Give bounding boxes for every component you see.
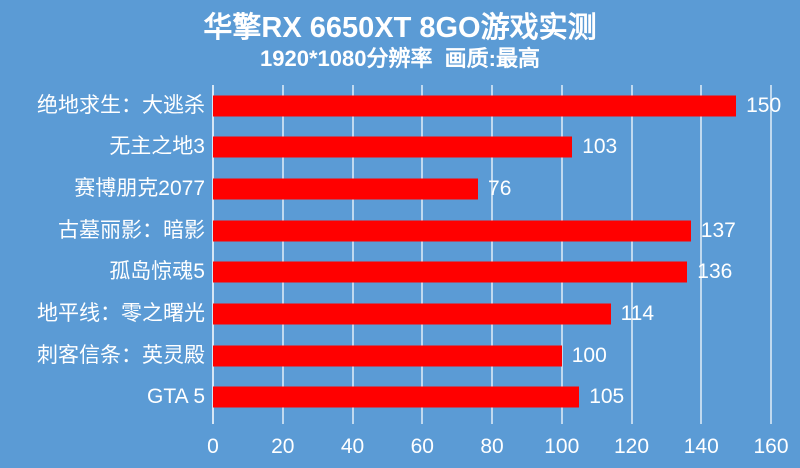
value-label: 103 xyxy=(582,135,618,159)
bar xyxy=(213,220,691,242)
category-label: 无主之地3 xyxy=(109,135,205,159)
value-label: 136 xyxy=(697,260,733,284)
value-label: 100 xyxy=(571,343,607,367)
x-tick-label: 40 xyxy=(340,435,365,458)
gridline xyxy=(700,85,703,424)
chart-row: 刺客信条：英灵殿 100 xyxy=(0,335,800,377)
x-tick-label: 80 xyxy=(480,435,504,458)
value-label: 137 xyxy=(700,218,736,242)
x-tick-label: 0 xyxy=(207,435,219,458)
chart-row: 地平线：零之曙光 114 xyxy=(0,293,800,335)
gridline xyxy=(491,85,493,424)
bar xyxy=(213,95,737,117)
x-tick-label: 20 xyxy=(271,435,295,458)
chart-row: 孤岛惊魂5 136 xyxy=(0,252,800,294)
chart-row: 赛博朋克2077 76 xyxy=(0,168,800,210)
chart-row: GTA 5 105 xyxy=(0,376,800,418)
bar xyxy=(213,261,688,283)
x-tick-label: 120 xyxy=(613,435,650,458)
chart-row: 古墓丽影：暗影 137 xyxy=(0,210,800,252)
x-tick-label: 100 xyxy=(544,435,580,458)
category-label: GTA 5 xyxy=(147,385,205,409)
category-label: 地平线：零之曙光 xyxy=(37,301,205,325)
value-label: 76 xyxy=(488,177,512,201)
plot-area xyxy=(212,85,772,424)
category-label: 赛博朋克2077 xyxy=(74,176,205,200)
category-label: 刺客信条：英灵殿 xyxy=(37,343,205,367)
bar xyxy=(213,345,562,367)
value-label: 105 xyxy=(589,385,625,409)
gridline xyxy=(770,85,772,424)
chart-title: 华擎RX 6650XT 8GO游戏实测 xyxy=(203,12,597,44)
gridline xyxy=(421,85,424,424)
bar xyxy=(213,386,580,408)
gridline xyxy=(351,85,354,424)
category-label: 绝地求生：大逃杀 xyxy=(37,93,205,117)
category-label: 孤岛惊魂5 xyxy=(109,260,205,284)
y-axis-line xyxy=(212,85,214,424)
bar xyxy=(213,178,479,200)
gridline xyxy=(281,85,284,424)
x-tick-label: 160 xyxy=(753,435,789,458)
chart-subtitle: 1920*1080分辨率 画质:最高 xyxy=(260,46,540,71)
gridline xyxy=(560,85,563,424)
bar xyxy=(213,303,611,325)
chart-row: 无主之地3 103 xyxy=(0,127,800,169)
x-tick-label: 140 xyxy=(683,435,719,458)
chart-row: 绝地求生：大逃杀 150 xyxy=(0,85,800,127)
value-label: 150 xyxy=(746,93,782,117)
value-label: 114 xyxy=(620,301,655,325)
x-tick-label: 60 xyxy=(410,435,434,458)
bar xyxy=(213,136,573,158)
category-label: 古墓丽影：暗影 xyxy=(58,218,205,242)
gridline xyxy=(630,85,633,424)
